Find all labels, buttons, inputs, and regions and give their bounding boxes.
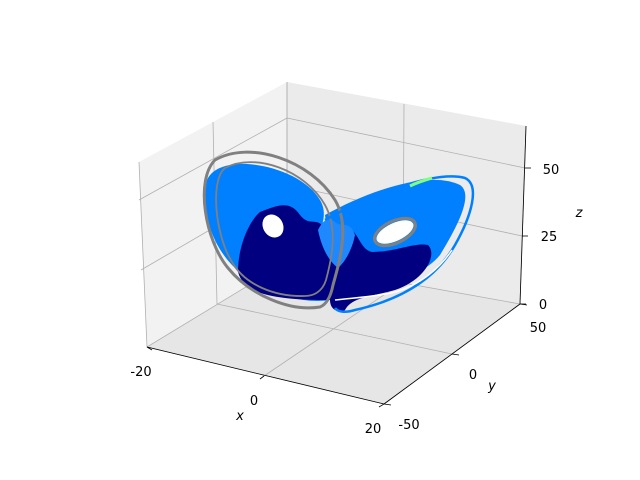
x-tick-label: 20 [365,422,382,437]
axis-labels: x y z [235,206,583,424]
y-axis-label: y [487,379,496,394]
tick-labels: -20 0 20 -50 0 50 0 25 50 [130,163,559,437]
x-axis-line [146,346,385,405]
central-spike [318,219,355,268]
white-trace [334,249,453,301]
x-tick-label: -20 [130,365,151,380]
x-tick-mark [378,403,385,408]
right-hole-ring [373,216,417,248]
inner-gray-loop [215,161,334,297]
outer-blue-loop [324,175,475,313]
grid-line [138,161,148,348]
z-tick-label: 25 [541,230,558,245]
green-trace [409,176,433,188]
x-axis-label: x [235,409,244,424]
y-tick-label: 50 [530,321,547,336]
grid-line [286,117,526,169]
tick-marks [146,167,531,408]
attractor-plot [202,150,475,313]
x-tick-mark [146,346,153,351]
z-axis-label: z [575,206,584,221]
right-hole [376,220,414,244]
floor-pane [147,262,520,404]
grid-line [216,303,453,355]
x-tick-mark [259,375,265,380]
left-hole [262,214,284,238]
y-tick-label: 0 [469,368,477,383]
z-tick-label: 50 [543,163,560,178]
x-tick-label: 0 [250,394,258,409]
z-tick-label: 0 [539,298,547,313]
y-tick-label: -50 [398,418,419,433]
y-tick-mark [383,403,392,406]
z-axis-line [519,125,527,305]
outer-gray-loop [202,150,345,310]
y-tick-mark [451,353,460,356]
grid-line [138,117,288,201]
